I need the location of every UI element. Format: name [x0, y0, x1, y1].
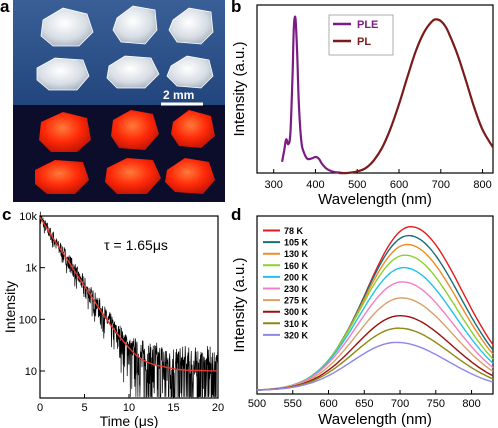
x-tick-label: 550 [284, 398, 302, 410]
panel-letter-c: c [2, 205, 12, 224]
y-tick-label: 10 [25, 366, 37, 378]
red-crystal [39, 112, 91, 152]
x-tick-label: 700 [432, 179, 450, 191]
x-tick-label: 650 [355, 398, 373, 410]
red-crystal [171, 110, 215, 148]
legend-label: PL [357, 36, 371, 48]
x-tick-label: 800 [462, 398, 480, 410]
chart-d: 500 550 600 650 700 750 800 Wavelength (nm) Inte… [231, 215, 494, 428]
legend-label: 230 K [284, 284, 309, 294]
white-crystal [166, 55, 214, 89]
x-axis-label: Time (μs) [100, 413, 159, 428]
x-tick-label: 5 [81, 402, 87, 414]
crystal-photo: 2 mm [13, 0, 225, 202]
chart-c: 0 5 10 15 20 10 100 1k 10k Time (μs) Intensity τ = … [2, 211, 224, 428]
white-crystals [36, 5, 214, 91]
x-tick-label: 750 [427, 398, 445, 410]
chart-b: 300 400 500 600 700 800 Wavelength (nm) Intensi… [231, 4, 494, 208]
legend-label: 200 K [284, 272, 309, 282]
y-axis-label: Intensity [2, 281, 18, 333]
decay-data-trace [39, 211, 219, 398]
x-tick-label: 800 [473, 179, 491, 191]
red-crystal [165, 158, 215, 194]
x-axis-label: Wavelength (nm) [318, 191, 432, 208]
x-tick-label: 400 [306, 179, 324, 191]
plot-frame [256, 4, 494, 174]
legend-label: 130 K [284, 249, 309, 259]
lifetime-annotation: τ = 1.65μs [104, 237, 168, 253]
y-axis-label: Intensity (a.u.) [231, 257, 248, 352]
scale-bar-label: 2 mm [163, 88, 194, 102]
x-tick-label: 300 [265, 179, 283, 191]
red-crystal [35, 160, 89, 194]
panel-letter-d: d [231, 205, 242, 224]
white-crystal [106, 55, 160, 89]
series-line-ple [281, 15, 343, 175]
white-crystal [168, 7, 214, 45]
legend-label: 275 K [284, 296, 309, 306]
legend-label: 320 K [284, 330, 309, 340]
y-tick-label: 1k [25, 263, 37, 275]
panel-letter-b: b [231, 0, 242, 16]
legend-label: 160 K [284, 261, 309, 271]
decay-fit-curve [39, 216, 219, 372]
x-tick-label: 600 [390, 179, 408, 191]
y-tick-label: 100 [19, 314, 37, 326]
red-crystal [111, 110, 159, 150]
spectrum-line [256, 341, 494, 391]
x-tick-label: 0 [37, 402, 43, 414]
x-tick-label: 10 [123, 402, 135, 414]
white-crystal [112, 5, 158, 45]
white-crystal [36, 57, 90, 91]
legend-label: 105 K [284, 238, 309, 248]
x-tick-label: 600 [319, 398, 337, 410]
legend-label: PLE [357, 19, 378, 31]
x-tick-label: 15 [167, 402, 179, 414]
y-axis-label: Intensity (a.u.) [231, 41, 248, 136]
legend-label: 78 K [284, 226, 304, 236]
white-crystal [40, 7, 94, 47]
red-crystals [35, 110, 215, 194]
x-tick-label: 500 [248, 398, 266, 410]
plot-frame [256, 215, 494, 395]
legend-box [328, 14, 394, 56]
x-tick-label: 500 [348, 179, 366, 191]
y-tick-label: 10k [19, 211, 37, 223]
red-crystal [105, 158, 161, 194]
series-line-pl [338, 18, 494, 175]
panel-letter-a: a [0, 0, 10, 16]
x-tick-label: 700 [391, 398, 409, 410]
x-tick-label: 20 [212, 402, 224, 414]
x-axis-label: Wavelength (nm) [318, 411, 432, 428]
legend-label: 310 K [284, 319, 309, 329]
legend-label: 300 K [284, 307, 309, 317]
